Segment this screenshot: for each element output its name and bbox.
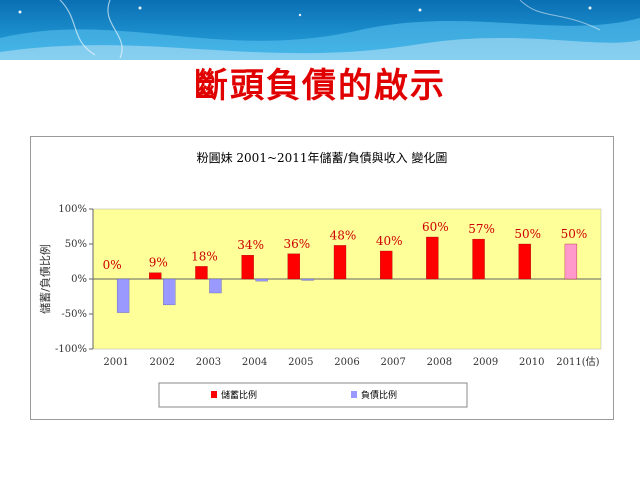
- x-tick-label: 2008: [427, 357, 452, 368]
- x-tick-label: 2001: [103, 357, 128, 368]
- legend-label-debt: 負債比例: [361, 389, 397, 401]
- bar-savings: [380, 250, 393, 280]
- bar-debt: [116, 278, 130, 313]
- bar-debt: [163, 278, 176, 306]
- x-tick-label: 2005: [288, 357, 313, 368]
- data-label: 50%: [514, 227, 541, 241]
- slide-title: 斷頭負債的啟示: [194, 66, 446, 106]
- bar-debt: [255, 278, 268, 282]
- legend-swatch-savings: [211, 391, 217, 398]
- data-label: 48%: [330, 228, 357, 242]
- bar-savings: [241, 255, 254, 280]
- y-tick-label: -50%: [61, 309, 87, 320]
- y-tick-label: 0%: [71, 274, 87, 285]
- x-tick-label: 2009: [473, 357, 498, 368]
- data-label: 60%: [422, 220, 449, 234]
- chart: 粉圓妹 2001~2011年儲蓄/負債與收入 變化圖 100% 50% 0% -50% -…: [38, 150, 602, 408]
- x-tick-label: 2004: [242, 357, 267, 368]
- data-label: 50%: [561, 227, 588, 241]
- bar-savings: [333, 245, 347, 280]
- data-label: 40%: [376, 234, 403, 248]
- bar-debt: [209, 278, 222, 294]
- data-label: 34%: [237, 238, 264, 252]
- data-label: 0%: [103, 258, 122, 272]
- data-label: 57%: [468, 222, 495, 236]
- x-tick-label: 2003: [196, 357, 221, 368]
- bar-savings: [149, 272, 162, 280]
- x-tick-label: 2006: [334, 357, 359, 368]
- header-banner: [0, 0, 640, 60]
- chart-title: 粉圓妹 2001~2011年儲蓄/負債與收入 變化圖: [197, 150, 448, 165]
- bar-debt: [301, 278, 314, 281]
- bar-savings: [518, 243, 531, 280]
- y-axis-label: 儲蓄/負債比例: [38, 244, 52, 314]
- data-label: 9%: [149, 256, 168, 270]
- x-tick-label: 2011(估): [556, 355, 599, 368]
- legend: [158, 382, 468, 408]
- y-tick-label: 100%: [58, 204, 87, 215]
- chart-frame: 粉圓妹 2001~2011年儲蓄/負債與收入 變化圖 100% 50% 0% -50% -…: [30, 136, 614, 420]
- data-label: 18%: [191, 249, 218, 263]
- bar-savings: [287, 253, 300, 280]
- x-tick-label: 2007: [380, 357, 405, 368]
- bar-savings: [426, 236, 439, 280]
- legend-label-savings: 儲蓄比例: [221, 389, 257, 401]
- legend-swatch-debt: [351, 391, 357, 398]
- bar-savings: [564, 243, 578, 280]
- y-tick-label: -100%: [55, 344, 87, 355]
- bar-savings: [472, 238, 485, 280]
- y-tick-label: 50%: [65, 239, 87, 250]
- bar-savings: [195, 266, 208, 280]
- x-tick-label: 2010: [519, 357, 544, 368]
- data-label: 36%: [283, 237, 310, 251]
- x-tick-label: 2002: [150, 357, 175, 368]
